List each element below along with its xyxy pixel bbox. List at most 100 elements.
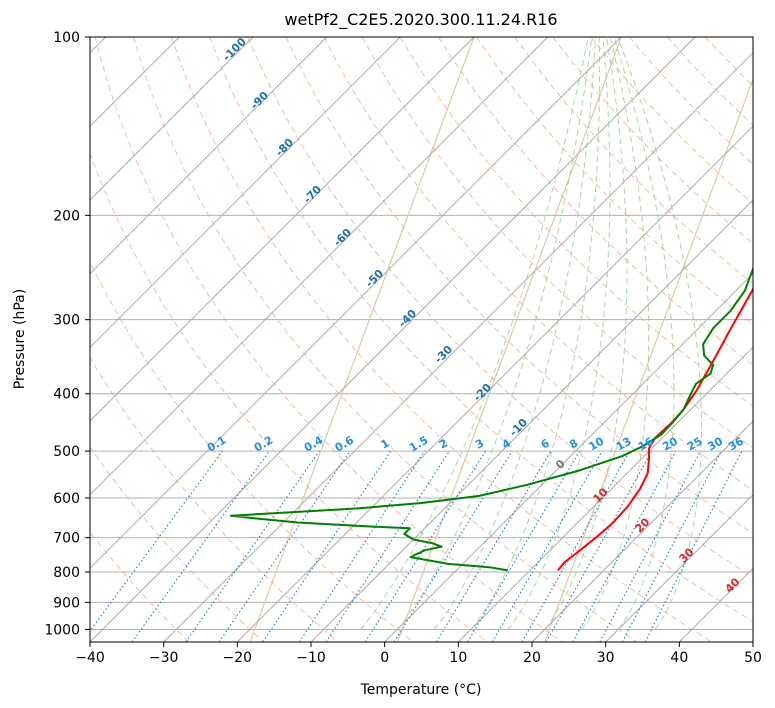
dry-adiabat (514, 37, 753, 285)
dry-adiabat (90, 152, 488, 642)
dry-adiabat (90, 446, 264, 642)
reference-curve (544, 77, 753, 642)
dry-adiabat (90, 356, 339, 642)
mixing-ratio-label: 8 (567, 437, 580, 452)
x-axis-label: Temperature (°C) (360, 682, 482, 698)
reference-curve (249, 37, 475, 642)
x-tick-label: 20 (523, 650, 541, 666)
mixing-ratio-line (218, 450, 351, 642)
isotherm (90, 37, 254, 201)
dry-adiabat (247, 37, 753, 578)
red-contour-label: 20 (633, 515, 653, 535)
mixing-ratio-line (364, 450, 486, 642)
y-tick-label: 1000 (44, 622, 80, 638)
moist-adiabat (613, 37, 675, 630)
mixing-ratio-line (491, 450, 603, 642)
isotherm (163, 51, 753, 642)
isotherm (90, 37, 328, 275)
isotherm (384, 272, 753, 642)
dry-adiabat (90, 531, 190, 642)
isotherm (310, 199, 753, 642)
moist-adiabat (507, 37, 611, 630)
plot-frame (89, 36, 754, 643)
mixing-ratio-label: 2 (437, 437, 450, 452)
mixing-ratio-line (90, 450, 223, 632)
isotherm (90, 37, 549, 496)
isotherm (678, 567, 753, 642)
red-contour-label: 0 (553, 457, 568, 472)
background-lines (90, 37, 753, 642)
mixing-ratio-line (545, 450, 653, 642)
dewpoint-profile (229, 266, 753, 572)
moist-adiabat (581, 37, 650, 630)
isotherm (605, 493, 753, 642)
isotherm (752, 641, 753, 642)
mixing-ratio-label: 1 (378, 437, 391, 452)
x-tick-label: 30 (597, 650, 615, 666)
y-tick-label: 500 (53, 444, 80, 460)
mixing-ratio-line (185, 450, 320, 642)
y-tick-label: 700 (53, 531, 80, 547)
mixing-ratio-line (467, 450, 580, 642)
red-contour-label: 40 (723, 575, 743, 595)
x-tick-label: −40 (75, 650, 105, 666)
mixing-ratio-line (393, 450, 513, 642)
profile-series (229, 266, 753, 572)
reference-curve (396, 37, 622, 642)
x-tick-label: 40 (670, 650, 688, 666)
isotherm (90, 37, 622, 570)
x-axis: −40 −30 −20 −10 0 10 20 30 40 50 (75, 642, 762, 666)
moist-adiabat (617, 37, 702, 630)
moist-adiabat (360, 37, 589, 630)
x-tick-label: −10 (296, 650, 326, 666)
blue-contour-label: -40 (396, 307, 419, 330)
mixing-ratio-line (572, 450, 677, 642)
blue-contour-label: -100 (220, 35, 249, 64)
x-tick-label: 50 (744, 650, 762, 666)
y-tick-label: 800 (53, 565, 80, 581)
x-tick-label: 10 (449, 650, 467, 666)
moist-adiabat (544, 37, 628, 630)
moist-adiabat (470, 37, 600, 630)
dry-adiabat (323, 37, 753, 491)
x-tick-label: −20 (223, 650, 253, 666)
dry-adiabat (476, 37, 753, 325)
isotherm (236, 125, 753, 642)
dry-adiabat (132, 37, 638, 642)
y-tick-label: 100 (53, 30, 80, 46)
temperature-profile (557, 286, 753, 572)
blue-contour-label: -80 (273, 136, 296, 159)
y-tick-label: 300 (53, 313, 80, 329)
dry-adiabat (437, 37, 753, 366)
dry-adiabat (171, 37, 712, 642)
mixing-ratio-label: 3 (473, 437, 486, 452)
dry-adiabat (704, 37, 753, 87)
isotherm (90, 37, 475, 422)
moist-adiabat (433, 37, 596, 630)
blue-contour-label: -50 (363, 267, 386, 290)
mixing-ratio-line (521, 450, 630, 642)
blue-contour-label: -70 (301, 183, 324, 206)
y-axis: 100 200 300 400 500 600 700 800 900 1000 (44, 30, 90, 638)
blue-contour-label: -20 (471, 381, 494, 404)
red-contour-label: 30 (677, 545, 697, 565)
mixing-ratio-line (262, 450, 392, 642)
dry-adiabat (90, 260, 414, 642)
isotherm (457, 346, 753, 642)
blue-contour-label: -30 (432, 343, 455, 366)
y-tick-label: 200 (53, 208, 80, 224)
dry-adiabat (285, 37, 753, 535)
y-tick-label: 400 (53, 387, 80, 403)
chart-title: wetPf2_C2E5.2020.300.11.24.R16 (284, 10, 557, 30)
blue-contour-label: -60 (331, 226, 354, 249)
mixing-ratio-label: 4 (500, 436, 513, 451)
mixing-ratio-label: 6 (539, 436, 552, 451)
x-tick-label: −30 (149, 650, 179, 666)
isotherm (531, 420, 753, 642)
moist-adiabat (396, 37, 593, 630)
dry-adiabat (209, 37, 753, 623)
dry-adiabat (552, 37, 753, 245)
blue-contour-label: -90 (248, 89, 271, 112)
y-tick-label: 600 (53, 491, 80, 507)
